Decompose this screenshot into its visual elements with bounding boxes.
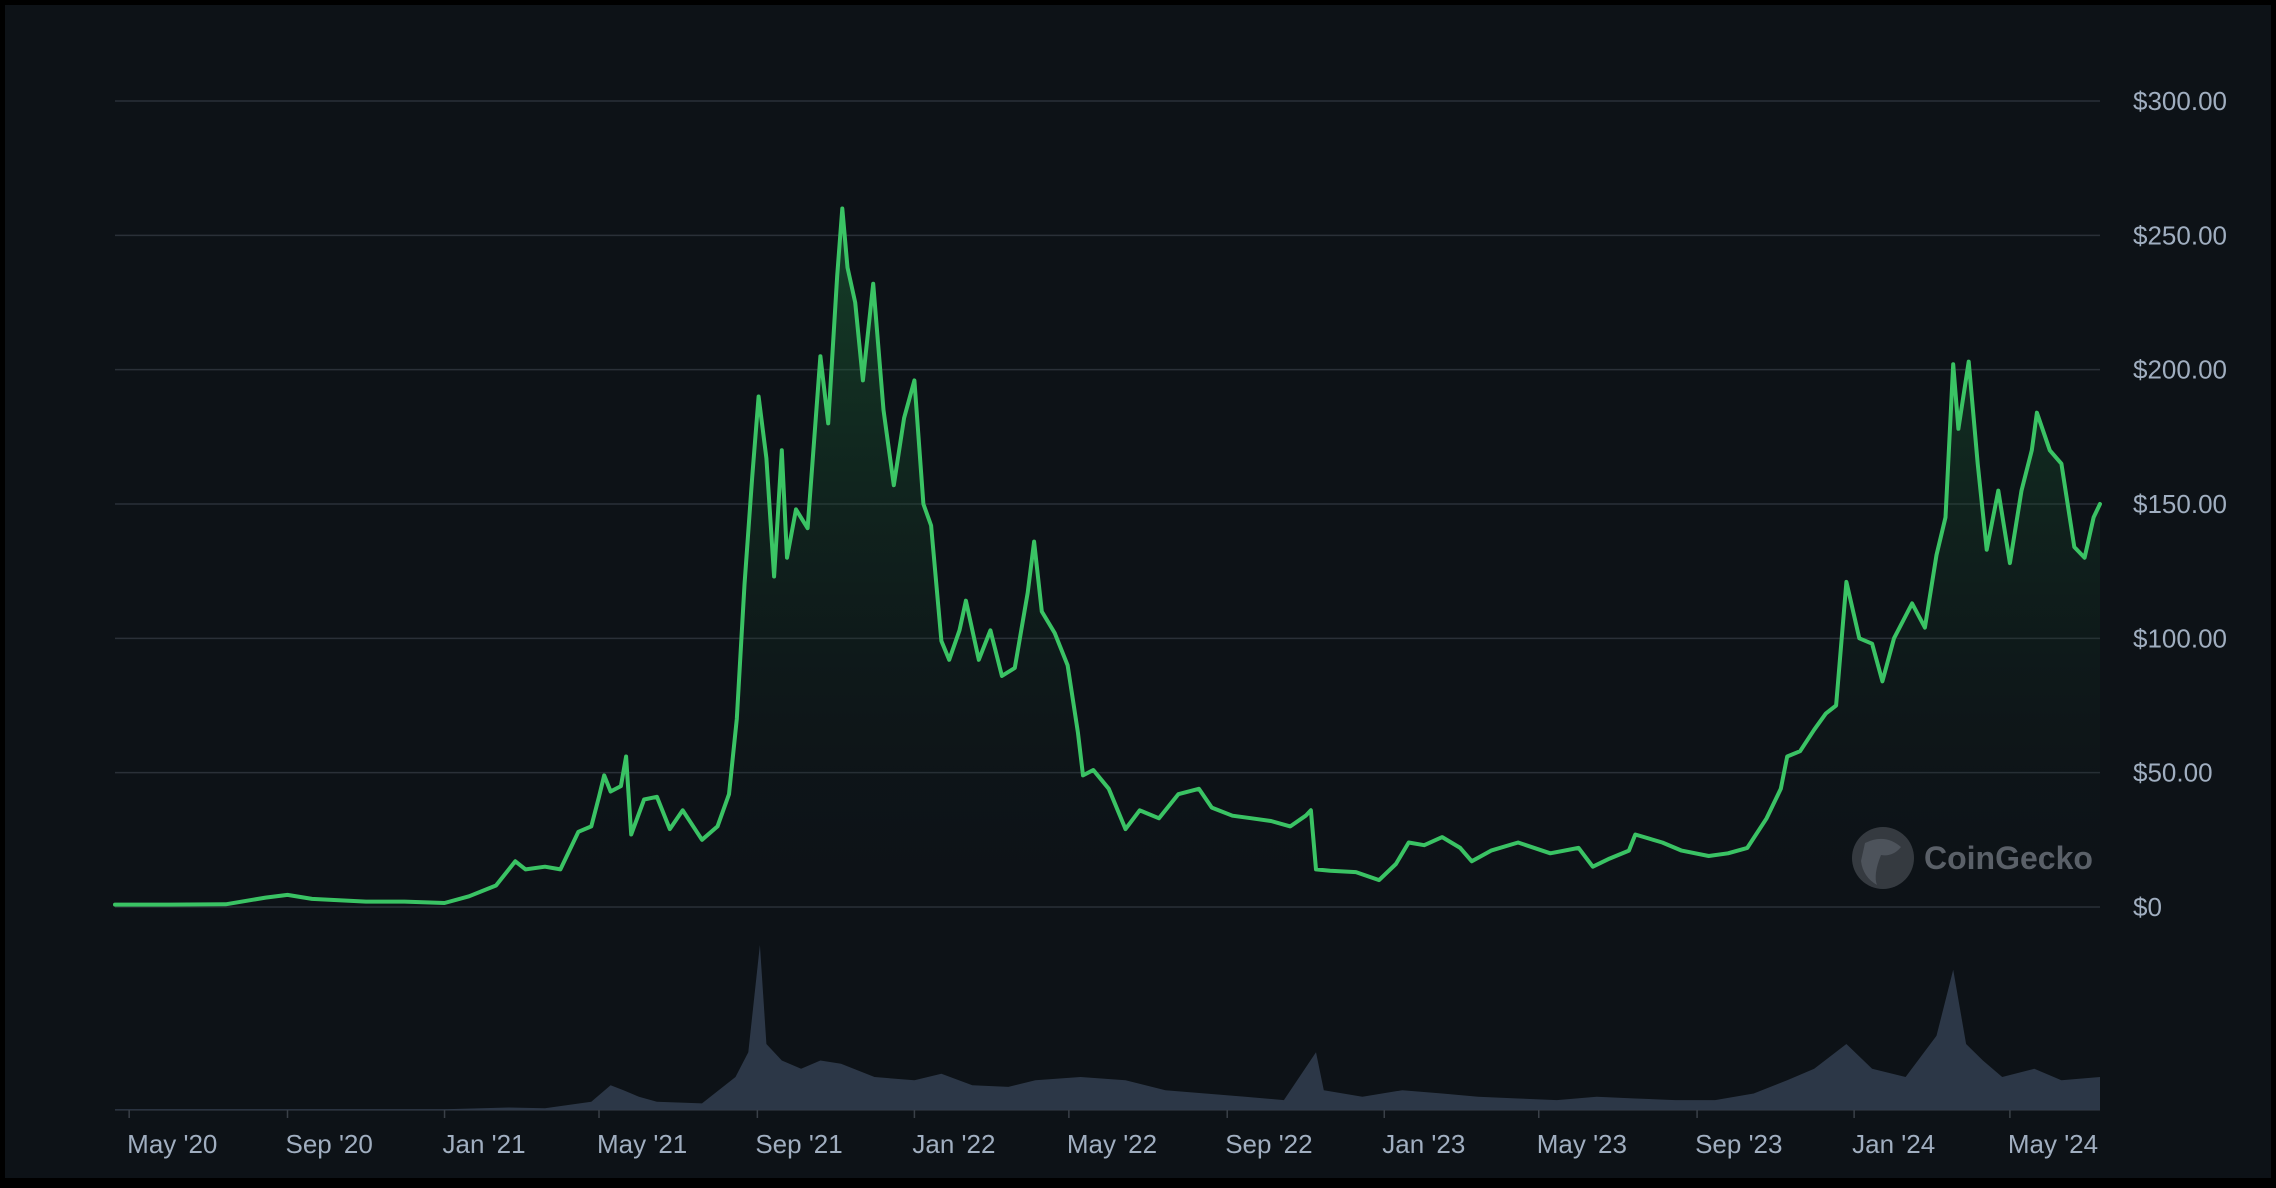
y-tick-label: $200.00 — [2133, 355, 2227, 385]
x-tick-label: May '23 — [1537, 1129, 1627, 1159]
price-line-series — [113, 206, 2102, 907]
y-tick-label: $100.00 — [2133, 623, 2227, 653]
x-tick-label: Sep '21 — [755, 1129, 842, 1159]
x-axis-ticks: May '20 Sep '20 Jan '21 May '21 Sep '21 Jan '… — [127, 1110, 2098, 1159]
volume-area — [115, 945, 2100, 1110]
y-tick-label: $250.00 — [2133, 220, 2227, 250]
gecko-logo-icon — [1852, 827, 1914, 889]
price-chart: $0 $50.00 $100.00 $150.00 $200.00 $250.00 $300… — [113, 86, 2227, 1159]
y-tick-label: $50.00 — [2133, 758, 2213, 788]
x-tick-label: Jan '23 — [1382, 1129, 1465, 1159]
y-axis-ticks: $0 $50.00 $100.00 $150.00 $200.00 $250.00 $300… — [2133, 86, 2227, 922]
watermark-text: CoinGecko — [1924, 840, 2093, 876]
x-tick-label: Jan '21 — [443, 1129, 526, 1159]
x-tick-label: Jan '24 — [1852, 1129, 1935, 1159]
price-area — [115, 208, 2100, 907]
x-tick-label: May '21 — [597, 1129, 687, 1159]
volume-series — [115, 945, 2100, 1110]
x-tick-label: May '20 — [127, 1129, 217, 1159]
y-tick-label: $300.00 — [2133, 86, 2227, 116]
grid-lines — [115, 100, 2100, 1111]
x-tick-label: Sep '22 — [1225, 1129, 1312, 1159]
coingecko-watermark: CoinGecko — [1852, 827, 2093, 889]
price-line — [113, 206, 2102, 907]
x-tick-label: Sep '23 — [1695, 1129, 1782, 1159]
x-tick-label: Jan '22 — [912, 1129, 995, 1159]
price-area-series — [115, 208, 2100, 907]
x-tick-label: May '24 — [2008, 1129, 2098, 1159]
gecko-logo-detail — [1861, 838, 1901, 885]
y-tick-label: $0 — [2133, 892, 2162, 922]
y-tick-label: $150.00 — [2133, 489, 2227, 519]
x-tick-label: May '22 — [1067, 1129, 1157, 1159]
x-tick-label: Sep '20 — [285, 1129, 372, 1159]
